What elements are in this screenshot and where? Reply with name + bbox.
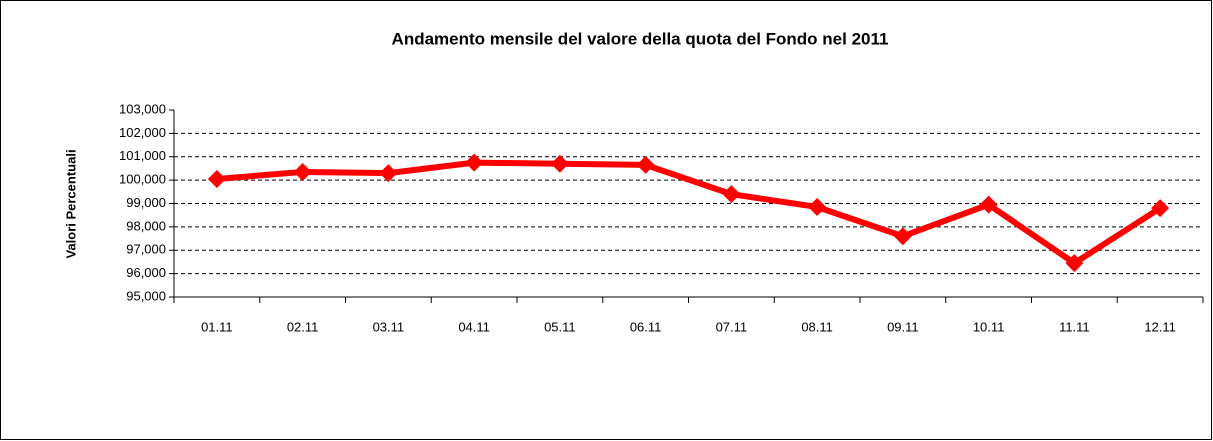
y-tick-label: 96,000 (126, 265, 166, 280)
marker (1151, 199, 1170, 218)
y-tick-label: 99,000 (126, 195, 166, 210)
y-tick-label: 100,000 (119, 172, 166, 187)
marker (979, 195, 998, 214)
x-tick-label: 01.11 (201, 319, 233, 334)
y-axis-label: Valori Percentuali (63, 149, 78, 258)
marker (293, 162, 312, 181)
x-tick-label: 12.11 (1144, 319, 1176, 334)
x-tick-label: 09.11 (887, 319, 919, 334)
x-tick-label: 11.11 (1059, 319, 1090, 334)
x-tick-label: 03.11 (373, 319, 405, 334)
y-tick-label: 102,000 (119, 125, 166, 140)
y-tick-label: 97,000 (126, 242, 166, 257)
y-tick-label: 103,000 (119, 101, 166, 116)
x-tick-label: 06.11 (630, 319, 662, 334)
marker (636, 155, 655, 174)
marker (893, 227, 912, 246)
chart-title: Andamento mensile del valore della quota… (392, 29, 889, 48)
marker (465, 153, 484, 172)
marker (550, 154, 569, 173)
series-line (216, 159, 1162, 267)
marker (207, 169, 226, 188)
y-tick-label: 95,000 (126, 288, 166, 303)
y-tick-label: 101,000 (119, 148, 166, 163)
marker (379, 164, 398, 183)
x-tick-label: 05.11 (544, 319, 576, 334)
marker (808, 198, 827, 217)
x-tick-label: 08.11 (801, 319, 833, 334)
marker (1065, 254, 1084, 273)
x-tick-label: 07.11 (716, 319, 748, 334)
x-tick-label: 10.11 (973, 319, 1005, 334)
x-tick-label: 02.11 (287, 319, 319, 334)
marker (722, 185, 741, 204)
x-tick-label: 04.11 (458, 319, 490, 334)
y-tick-label: 98,000 (126, 218, 166, 233)
